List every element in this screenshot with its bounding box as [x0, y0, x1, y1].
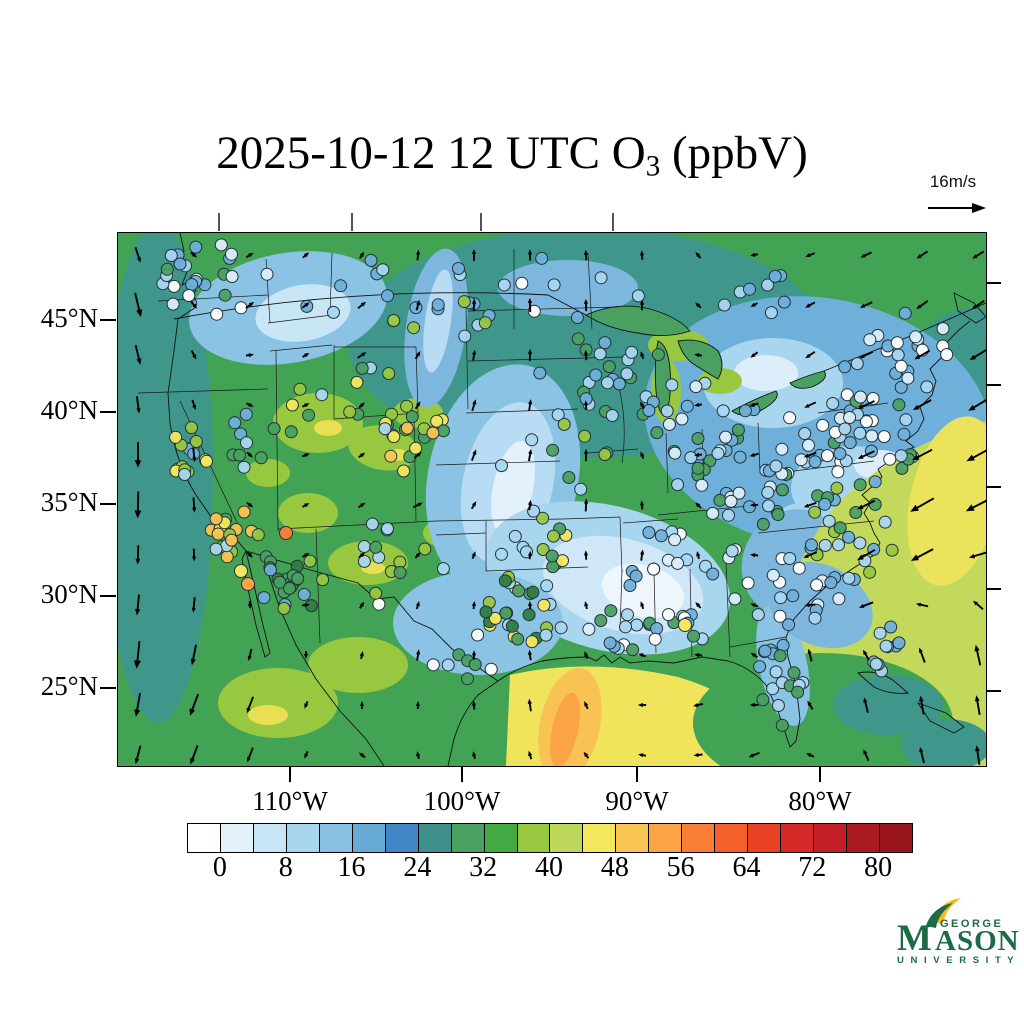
- lat-tick: [100, 319, 116, 321]
- page-title: 2025-10-12 12 UTC O3 (ppbV): [0, 126, 1024, 183]
- top-tick: [218, 213, 220, 231]
- lat-tick: [100, 411, 116, 413]
- gmu-logo-university: U N I V E R S I T Y: [897, 955, 1016, 966]
- colorbar-cell: [220, 824, 254, 852]
- colorbar-tick-label: 80: [864, 852, 893, 883]
- title-suffix: (ppbV): [660, 127, 808, 179]
- colorbar-cell: [616, 824, 650, 852]
- colorbar-cell: [682, 824, 716, 852]
- colorbar-tick-label: 48: [600, 852, 629, 883]
- right-tick: [987, 690, 1001, 692]
- colorbar-cell: [484, 824, 518, 852]
- colorbar: [187, 823, 913, 853]
- colorbar-cell: [814, 824, 848, 852]
- lon-tick: [819, 767, 821, 782]
- title-subscript: 3: [645, 150, 661, 183]
- title-main: 2025-10-12 12 UTC O: [216, 127, 646, 179]
- lon-tick: [289, 767, 291, 782]
- lat-tick-label: 40°N: [40, 395, 98, 425]
- lon-tick: [461, 767, 463, 782]
- lat-tick-label: 35°N: [40, 487, 98, 517]
- colorbar-cell: [253, 824, 287, 852]
- lat-tick-label: 30°N: [40, 579, 98, 609]
- colorbar-cell: [748, 824, 782, 852]
- colorbar-cell: [319, 824, 353, 852]
- map-svg: [118, 233, 986, 766]
- map-panel: [117, 232, 987, 767]
- top-tick: [612, 213, 614, 231]
- lon-tick-label: 110°W: [252, 786, 328, 816]
- colorbar-cell: [583, 824, 617, 852]
- colorbar-cell: [847, 824, 881, 852]
- lat-tick-label: 25°N: [40, 671, 98, 701]
- colorbar-tick-label: 32: [469, 852, 498, 883]
- wind-reference-arrow-icon: [928, 203, 986, 213]
- lat-tick: [100, 687, 116, 689]
- station-markers: [156, 238, 954, 732]
- right-tick: [987, 282, 1001, 284]
- top-tick: [351, 213, 353, 231]
- colorbar-tick-label: 24: [403, 852, 432, 883]
- lat-tick-label: 45°N: [40, 303, 98, 333]
- lon-tick: [636, 767, 638, 782]
- colorbar-cell: [286, 824, 320, 852]
- lon-tick-label: 100°W: [423, 786, 501, 816]
- colorbar-cell: [517, 824, 551, 852]
- colorbar-cell: [352, 824, 386, 852]
- right-tick: [987, 486, 1001, 488]
- colorbar-tick-label: 56: [666, 852, 695, 883]
- colorbar-cell: [451, 824, 485, 852]
- right-tick: [987, 384, 1001, 386]
- colorbar-tick-label: 16: [337, 852, 366, 883]
- colorbar-cell: [649, 824, 683, 852]
- colorbar-cell: [418, 824, 452, 852]
- colorbar-tick-label: 64: [732, 852, 761, 883]
- lon-tick-label: 80°W: [788, 786, 852, 816]
- colorbar-cell: [385, 824, 419, 852]
- top-tick: [480, 213, 482, 231]
- lon-tick-label: 90°W: [605, 786, 669, 816]
- colorbar-tick-label: 40: [535, 852, 563, 883]
- lat-tick: [100, 595, 116, 597]
- wind-reference-label: 16m/s: [929, 172, 977, 191]
- colorbar-cell: [781, 824, 815, 852]
- colorbar-cell: [715, 824, 749, 852]
- right-tick: [987, 588, 1001, 590]
- colorbar-tick-label: 8: [278, 852, 293, 883]
- wind-vectors: [133, 247, 986, 765]
- colorbar-cell: [188, 824, 221, 852]
- gmu-logo-m: M: [897, 918, 932, 959]
- colorbar-cell: [880, 824, 912, 852]
- colorbar-tick-label: 0: [212, 852, 227, 883]
- gmu-logo-george: GEORGE: [940, 918, 1003, 930]
- colorbar-cell: [550, 824, 584, 852]
- colorbar-tick-label: 72: [798, 852, 827, 883]
- gmu-logo-ason: ASON: [935, 925, 1019, 957]
- lat-tick: [100, 503, 116, 505]
